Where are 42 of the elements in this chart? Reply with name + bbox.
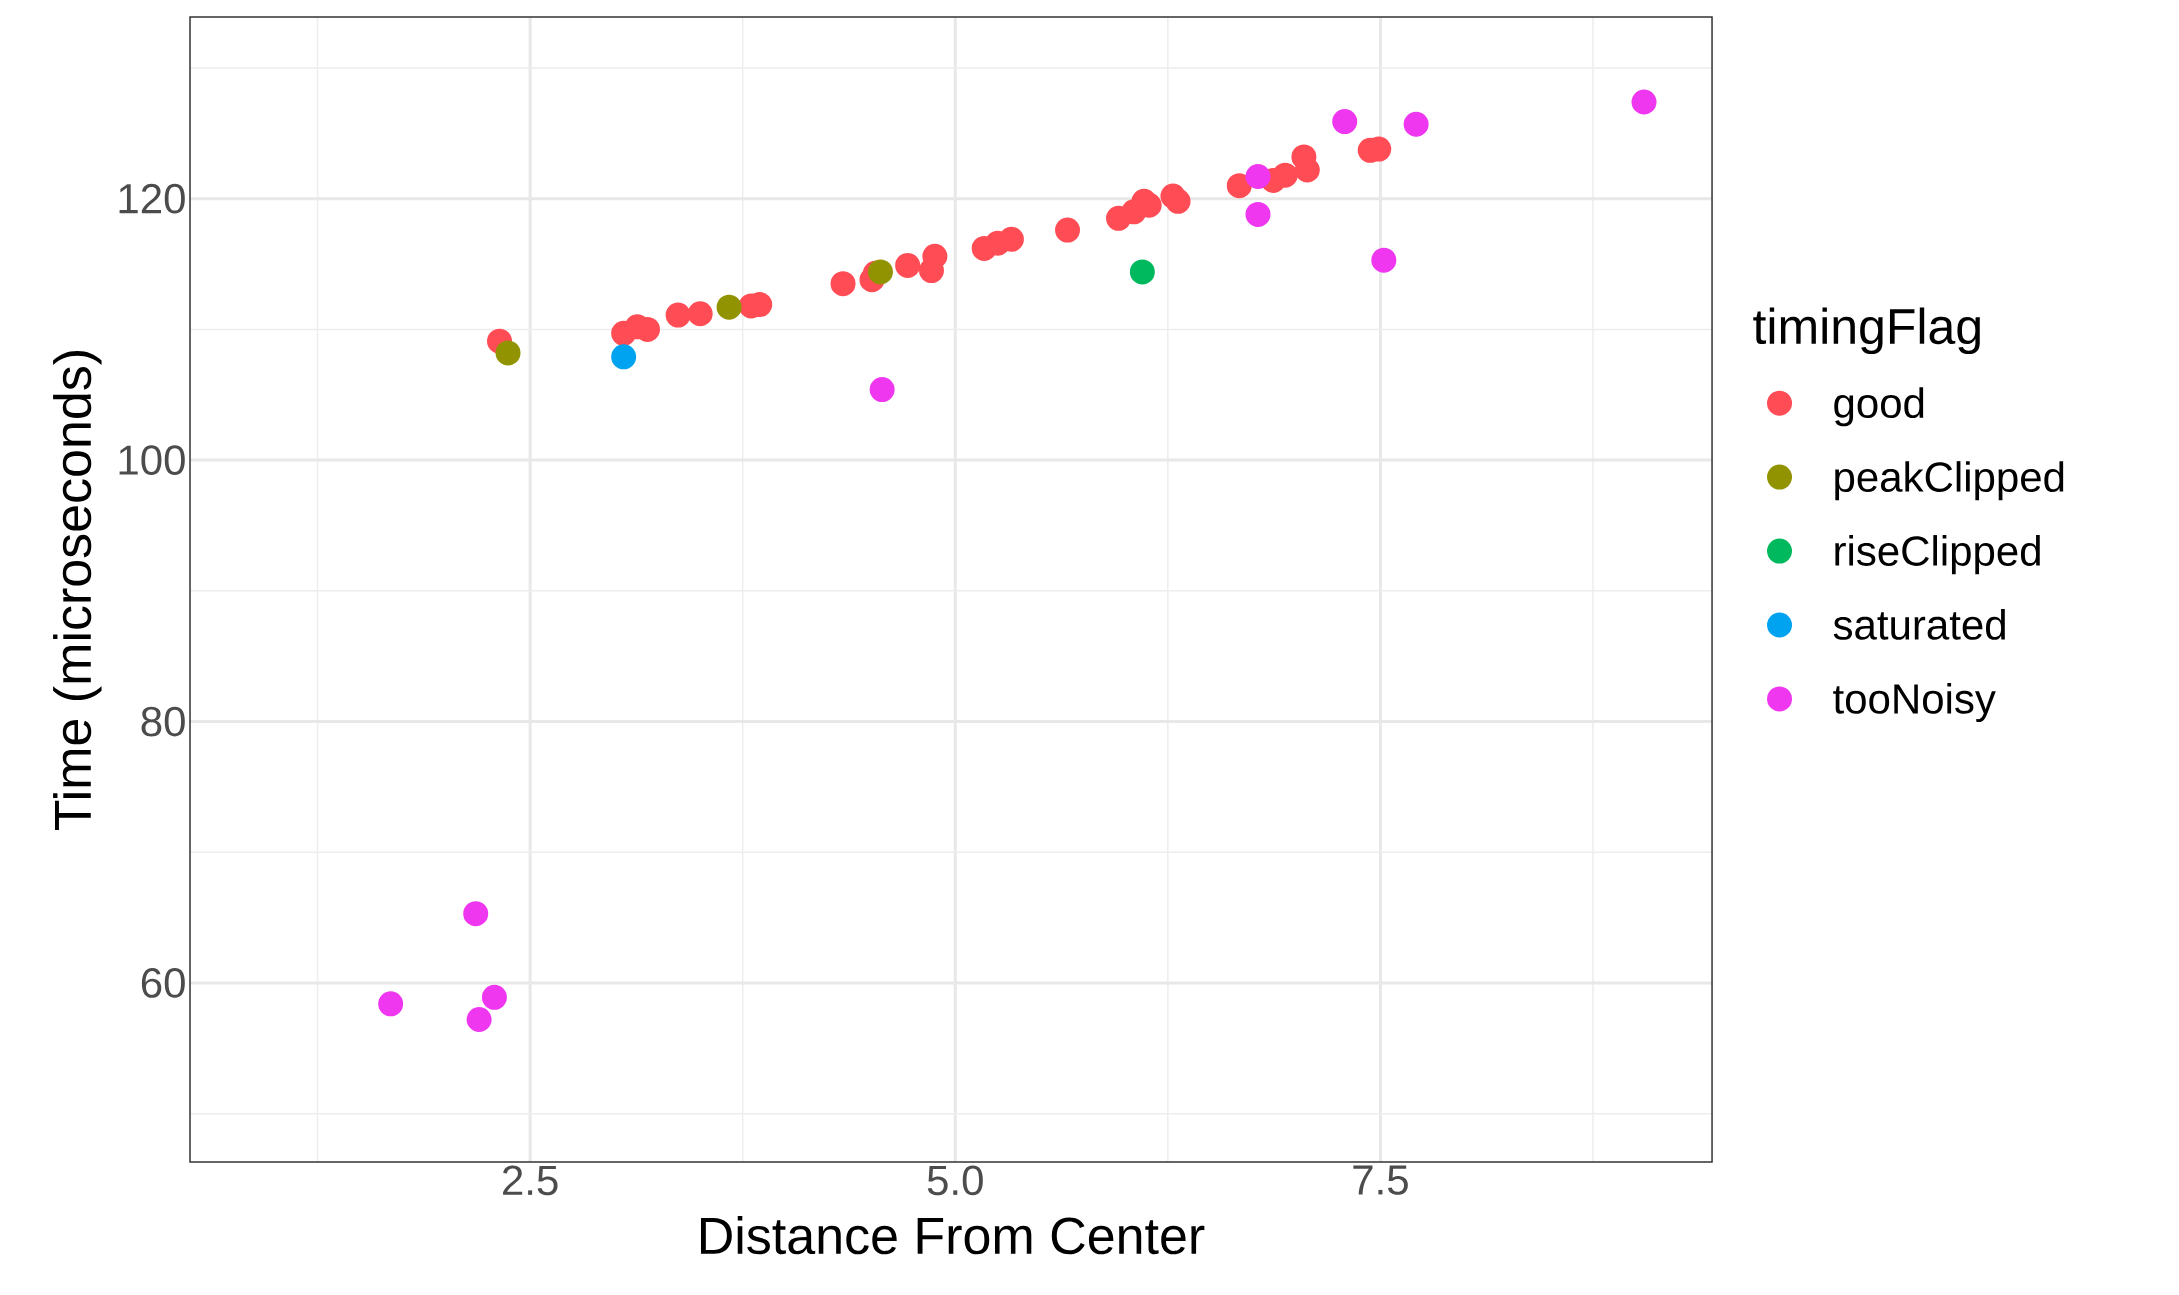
legend-label: riseClipped — [1835, 535, 2040, 575]
point — [378, 991, 404, 1017]
point — [1631, 89, 1657, 115]
x-tick-label: 7.5 — [1353, 1165, 1408, 1195]
point — [716, 294, 742, 320]
point — [895, 252, 921, 278]
point — [1332, 109, 1358, 135]
legend-title: timingFlag — [1753, 307, 1980, 355]
legend-label: peakClipped — [1835, 461, 2064, 501]
point — [1294, 157, 1320, 183]
y-tick-label: 60 — [141, 968, 185, 998]
x-axis-title: Distance From Center — [700, 1216, 1205, 1255]
point — [830, 271, 856, 297]
point — [867, 259, 893, 285]
point — [495, 340, 521, 366]
point — [466, 1007, 492, 1033]
point — [611, 344, 637, 370]
point — [1272, 162, 1298, 188]
y-tick-label: 100 — [119, 445, 185, 475]
point — [1226, 173, 1252, 199]
point — [1371, 247, 1397, 273]
x-tick-label: 5.0 — [927, 1165, 983, 1196]
legend-label: good — [1834, 387, 1924, 427]
legend-label: saturated — [1833, 609, 2005, 640]
y-tick-label: 80 — [141, 706, 185, 737]
y-tick-label: 120 — [119, 183, 185, 214]
point — [1129, 259, 1155, 285]
point — [463, 901, 489, 927]
point — [481, 984, 507, 1010]
x-tick-label: 2.5 — [503, 1165, 558, 1196]
point — [1165, 188, 1191, 214]
point — [869, 377, 895, 403]
point — [922, 243, 948, 269]
point — [687, 301, 713, 327]
y-axis-title: Time (microseconds) — [53, 351, 102, 831]
point — [665, 302, 691, 328]
point — [1245, 201, 1271, 227]
point — [1245, 164, 1271, 189]
point — [1055, 217, 1081, 243]
legend-label: tooNoisy — [1833, 682, 1996, 723]
point — [1403, 111, 1429, 137]
point — [998, 226, 1024, 252]
